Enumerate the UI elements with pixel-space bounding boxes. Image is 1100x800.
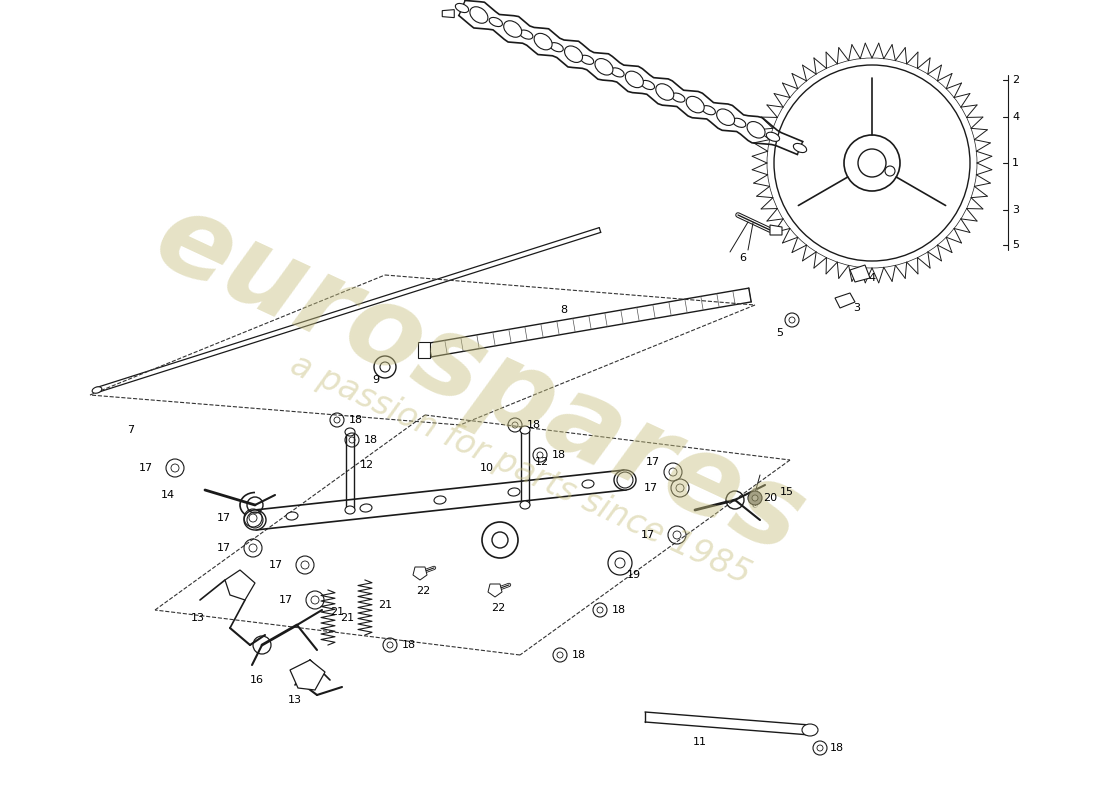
- Text: 12: 12: [535, 457, 549, 467]
- Ellipse shape: [535, 34, 552, 50]
- Ellipse shape: [490, 18, 503, 26]
- Ellipse shape: [455, 3, 469, 13]
- Ellipse shape: [626, 71, 644, 88]
- Ellipse shape: [564, 46, 583, 62]
- Text: 3: 3: [1012, 205, 1019, 215]
- Polygon shape: [442, 10, 454, 18]
- Text: 20: 20: [763, 493, 777, 503]
- Polygon shape: [488, 584, 502, 597]
- Ellipse shape: [550, 42, 563, 52]
- Ellipse shape: [733, 118, 746, 127]
- Ellipse shape: [244, 510, 266, 530]
- Polygon shape: [835, 293, 855, 308]
- Text: 18: 18: [364, 435, 378, 445]
- Polygon shape: [412, 567, 427, 580]
- Text: 21: 21: [330, 607, 344, 617]
- Text: 8: 8: [560, 305, 568, 315]
- Text: 17: 17: [217, 543, 231, 553]
- Ellipse shape: [702, 106, 715, 114]
- Text: 5: 5: [776, 328, 783, 338]
- Text: eurospares: eurospares: [139, 183, 821, 577]
- Ellipse shape: [716, 109, 735, 126]
- Ellipse shape: [92, 386, 102, 394]
- Text: 18: 18: [572, 650, 586, 660]
- Text: 18: 18: [552, 450, 567, 460]
- Text: 21: 21: [340, 613, 354, 623]
- Ellipse shape: [686, 96, 704, 113]
- Polygon shape: [226, 570, 255, 600]
- Text: 5: 5: [1012, 240, 1019, 250]
- Text: 18: 18: [402, 640, 416, 650]
- Ellipse shape: [520, 426, 530, 434]
- Text: 6: 6: [739, 253, 747, 263]
- Text: 1: 1: [1012, 158, 1019, 168]
- Text: 17: 17: [217, 513, 231, 523]
- Text: 18: 18: [349, 415, 363, 425]
- Ellipse shape: [434, 496, 446, 504]
- Text: 14: 14: [161, 490, 175, 500]
- Text: 17: 17: [279, 595, 293, 605]
- Ellipse shape: [767, 132, 780, 142]
- Text: 16: 16: [250, 675, 264, 685]
- Ellipse shape: [595, 58, 613, 75]
- Ellipse shape: [345, 428, 355, 436]
- Polygon shape: [850, 265, 870, 282]
- Text: 22: 22: [416, 586, 430, 596]
- Ellipse shape: [360, 504, 372, 512]
- Text: 17: 17: [139, 463, 153, 473]
- Text: 17: 17: [641, 530, 654, 540]
- Text: 17: 17: [268, 560, 283, 570]
- Ellipse shape: [802, 724, 818, 736]
- Ellipse shape: [614, 470, 636, 490]
- Text: 4: 4: [868, 273, 876, 283]
- Ellipse shape: [581, 55, 594, 64]
- Ellipse shape: [747, 122, 766, 138]
- Text: 12: 12: [360, 460, 374, 470]
- Text: 7: 7: [126, 425, 134, 435]
- Text: 19: 19: [627, 570, 641, 580]
- Ellipse shape: [345, 506, 355, 514]
- Text: 18: 18: [830, 743, 844, 753]
- Text: 9: 9: [372, 375, 379, 385]
- Polygon shape: [290, 660, 324, 690]
- Polygon shape: [770, 225, 782, 235]
- Text: 4: 4: [1012, 112, 1019, 122]
- Ellipse shape: [519, 30, 532, 39]
- Circle shape: [752, 495, 758, 501]
- Ellipse shape: [641, 81, 654, 90]
- Ellipse shape: [610, 68, 624, 77]
- Text: 13: 13: [288, 695, 302, 705]
- Text: 15: 15: [780, 487, 794, 497]
- Text: 10: 10: [480, 463, 494, 473]
- Polygon shape: [418, 342, 430, 358]
- Text: 2: 2: [1012, 75, 1019, 85]
- Ellipse shape: [793, 143, 806, 153]
- Ellipse shape: [508, 488, 520, 496]
- Ellipse shape: [582, 480, 594, 488]
- Text: 22: 22: [491, 603, 505, 613]
- Text: 18: 18: [527, 420, 541, 430]
- Ellipse shape: [504, 21, 521, 38]
- Text: 3: 3: [852, 303, 860, 313]
- Ellipse shape: [672, 93, 685, 102]
- Circle shape: [482, 522, 518, 558]
- Ellipse shape: [520, 501, 530, 509]
- Text: 17: 17: [646, 457, 660, 467]
- Text: 21: 21: [378, 600, 392, 610]
- Text: a passion for parts since 1985: a passion for parts since 1985: [285, 349, 756, 591]
- Text: 18: 18: [612, 605, 626, 615]
- Ellipse shape: [470, 6, 488, 23]
- Ellipse shape: [286, 512, 298, 520]
- Text: 11: 11: [693, 737, 707, 747]
- Circle shape: [748, 491, 762, 505]
- Text: 13: 13: [191, 613, 205, 623]
- Ellipse shape: [656, 84, 674, 100]
- Text: 17: 17: [644, 483, 658, 493]
